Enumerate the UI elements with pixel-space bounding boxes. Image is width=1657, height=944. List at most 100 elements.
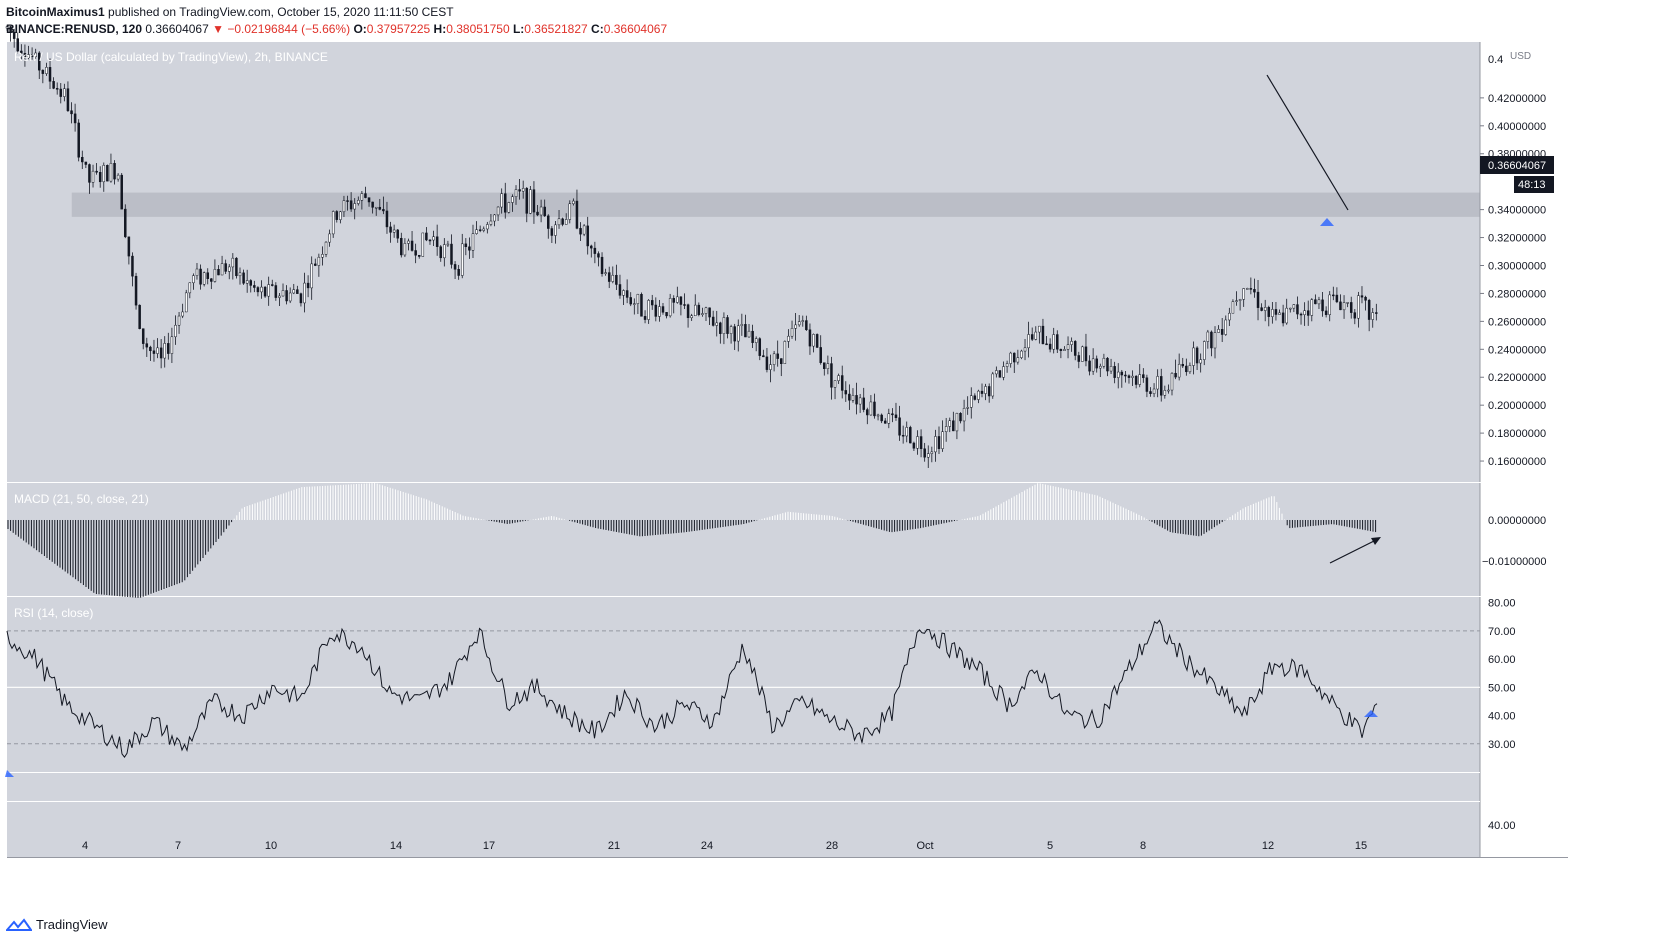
candle <box>1213 326 1217 359</box>
candle <box>697 302 701 317</box>
candle <box>127 236 131 265</box>
candle <box>425 227 428 242</box>
candle <box>658 299 661 322</box>
candle <box>443 238 446 267</box>
candle <box>1056 330 1059 353</box>
rsi-tick-label: 50.00 <box>1488 682 1516 694</box>
candle <box>288 287 292 304</box>
candle <box>1020 349 1023 360</box>
candle <box>1163 385 1167 399</box>
candle <box>267 276 270 306</box>
candle <box>285 285 288 305</box>
candle <box>167 332 170 360</box>
candle <box>787 329 790 348</box>
author-name[interactable]: BitcoinMaximus1 <box>6 5 105 19</box>
candle <box>525 186 529 223</box>
trendline[interactable] <box>1266 74 1349 211</box>
candle <box>1317 296 1321 309</box>
price-tick-label: 0.32000000 <box>1488 233 1546 245</box>
candle <box>597 251 600 267</box>
candle <box>371 201 374 214</box>
price-tick-label: 0.28000000 <box>1488 288 1546 300</box>
candle <box>776 340 779 367</box>
macd-arrow-line[interactable] <box>1329 539 1377 564</box>
candle <box>91 164 95 188</box>
candle <box>579 222 582 242</box>
candle <box>564 213 568 225</box>
candle <box>1256 279 1260 321</box>
candle <box>683 293 686 310</box>
candle <box>1030 327 1034 342</box>
candle <box>679 296 683 316</box>
rsi-pane[interactable] <box>7 597 1480 857</box>
candle <box>650 294 654 310</box>
candle <box>1249 277 1253 295</box>
candle <box>708 307 711 325</box>
candle <box>88 163 91 194</box>
candle <box>199 264 202 290</box>
candle <box>1138 364 1141 388</box>
candle <box>41 69 45 84</box>
candle <box>217 265 220 276</box>
candle <box>1077 351 1081 369</box>
candle <box>984 383 987 401</box>
candle <box>314 258 317 267</box>
candle <box>726 315 729 339</box>
rsi-triangle-marker[interactable] <box>1364 710 1378 717</box>
macd-pane[interactable] <box>7 483 1480 596</box>
candle <box>866 407 869 425</box>
candle <box>941 420 944 452</box>
candle <box>554 220 557 244</box>
candle <box>131 252 134 287</box>
candle <box>1289 307 1292 313</box>
candle <box>292 283 296 295</box>
candle <box>77 119 80 162</box>
price-pane[interactable] <box>7 42 1480 482</box>
candle <box>1188 362 1192 374</box>
candle <box>643 310 647 324</box>
candle <box>987 383 991 403</box>
candle <box>331 210 335 238</box>
candle <box>507 201 511 214</box>
support-zone[interactable] <box>71 192 1481 217</box>
time-tick-label: 14 <box>390 840 402 852</box>
candle <box>543 199 546 217</box>
candle <box>848 384 851 410</box>
candle <box>819 335 822 365</box>
candle <box>823 362 826 376</box>
candle <box>453 261 457 280</box>
candle <box>1285 298 1288 325</box>
candle <box>909 425 912 444</box>
candle <box>328 229 331 247</box>
candle <box>661 302 665 315</box>
price-pane-title: Ren / US Dollar (calculated by TradingVi… <box>14 50 328 64</box>
candle <box>414 243 417 264</box>
candle <box>407 238 410 251</box>
candle <box>367 197 371 207</box>
high-label: H: <box>433 22 447 36</box>
candle <box>858 393 862 413</box>
candle <box>977 389 980 404</box>
candle <box>514 185 518 205</box>
candle <box>486 221 489 234</box>
candle <box>1339 294 1342 311</box>
footer-brand[interactable]: TradingView <box>6 917 108 932</box>
price-triangle-marker[interactable] <box>1320 218 1334 226</box>
candle <box>1367 298 1371 332</box>
candle <box>905 421 908 443</box>
candle <box>959 412 962 424</box>
time-tick-label: 24 <box>701 840 713 852</box>
candle <box>382 196 385 215</box>
candle <box>134 272 138 310</box>
candle <box>869 395 873 416</box>
candle <box>744 314 747 338</box>
countdown-text: 48:13 <box>1518 179 1546 191</box>
candle <box>1346 302 1349 308</box>
candle <box>934 429 937 462</box>
candle <box>34 48 37 59</box>
candle <box>805 315 808 331</box>
candle <box>797 315 801 327</box>
candle <box>998 370 1002 378</box>
candle <box>471 224 475 259</box>
